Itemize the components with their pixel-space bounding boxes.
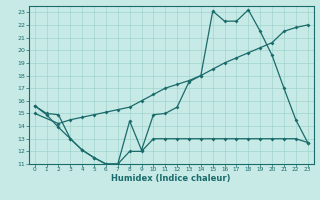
X-axis label: Humidex (Indice chaleur): Humidex (Indice chaleur) bbox=[111, 174, 231, 183]
